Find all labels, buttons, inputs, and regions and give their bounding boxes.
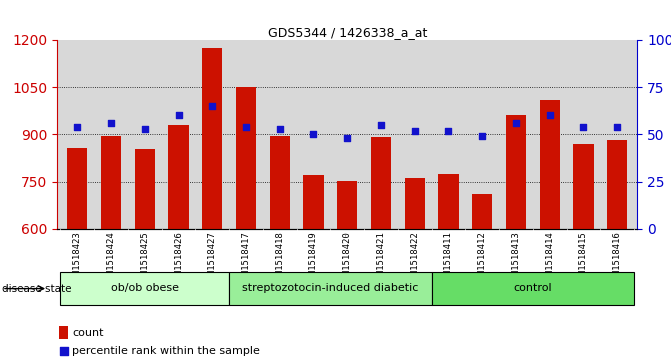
Bar xyxy=(573,144,594,229)
Bar xyxy=(59,326,68,339)
Point xyxy=(274,126,285,131)
Bar xyxy=(472,194,493,229)
Text: GSM1518412: GSM1518412 xyxy=(478,231,486,285)
Point xyxy=(173,113,184,118)
Text: streptozotocin-induced diabetic: streptozotocin-induced diabetic xyxy=(242,283,419,293)
Bar xyxy=(405,178,425,229)
Point xyxy=(544,113,555,118)
Text: GSM1518420: GSM1518420 xyxy=(343,231,352,285)
Point xyxy=(308,131,319,137)
Point xyxy=(342,135,353,141)
Text: count: count xyxy=(72,327,104,338)
Text: disease state: disease state xyxy=(2,284,72,294)
Point xyxy=(105,120,116,126)
Text: GSM1518427: GSM1518427 xyxy=(208,231,217,285)
Bar xyxy=(303,175,323,229)
FancyBboxPatch shape xyxy=(431,272,634,305)
Text: GSM1518418: GSM1518418 xyxy=(275,231,285,285)
Bar xyxy=(202,48,222,229)
Bar xyxy=(371,136,391,229)
Bar xyxy=(168,125,189,229)
Bar xyxy=(270,136,290,229)
Point xyxy=(241,124,252,130)
Point xyxy=(207,103,217,109)
Text: GSM1518417: GSM1518417 xyxy=(242,231,250,285)
Text: ob/ob obese: ob/ob obese xyxy=(111,283,178,293)
Text: GSM1518426: GSM1518426 xyxy=(174,231,183,285)
Text: percentile rank within the sample: percentile rank within the sample xyxy=(72,346,260,356)
Text: GSM1518413: GSM1518413 xyxy=(511,231,521,285)
FancyBboxPatch shape xyxy=(229,272,431,305)
Bar xyxy=(438,174,458,229)
Point xyxy=(376,122,386,128)
Text: GSM1518422: GSM1518422 xyxy=(410,231,419,285)
Text: GSM1518416: GSM1518416 xyxy=(613,231,622,285)
Text: GSM1518424: GSM1518424 xyxy=(107,231,115,285)
Bar xyxy=(539,100,560,229)
Point xyxy=(511,120,521,126)
Point xyxy=(319,266,329,272)
Bar xyxy=(236,87,256,229)
Text: GSM1518423: GSM1518423 xyxy=(72,231,82,285)
Text: GSM1518425: GSM1518425 xyxy=(140,231,149,285)
Text: GSM1518411: GSM1518411 xyxy=(444,231,453,285)
Point xyxy=(443,128,454,134)
Bar xyxy=(135,150,155,229)
Text: control: control xyxy=(513,283,552,293)
Bar xyxy=(337,181,358,229)
Bar xyxy=(607,140,627,229)
Point xyxy=(578,124,589,130)
Text: GSM1518419: GSM1518419 xyxy=(309,231,318,285)
Text: GSM1518421: GSM1518421 xyxy=(376,231,385,285)
Point xyxy=(477,133,488,139)
Text: GSM1518414: GSM1518414 xyxy=(546,231,554,285)
Bar xyxy=(506,115,526,229)
FancyBboxPatch shape xyxy=(60,272,229,305)
Point xyxy=(140,126,150,131)
Title: GDS5344 / 1426338_a_at: GDS5344 / 1426338_a_at xyxy=(268,26,427,39)
Point xyxy=(72,124,83,130)
Point xyxy=(409,128,420,134)
Bar xyxy=(101,136,121,229)
Bar xyxy=(67,148,87,229)
Point xyxy=(612,124,623,130)
Text: GSM1518415: GSM1518415 xyxy=(579,231,588,285)
